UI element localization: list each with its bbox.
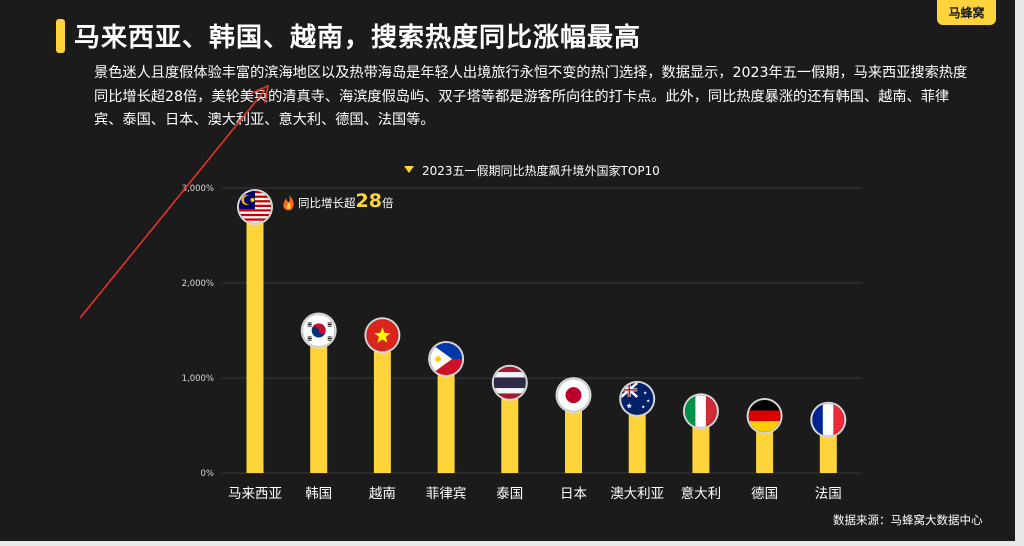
description-paragraph: 景色迷人且度假体验丰富的滨海地区以及热带海岛是年轻人出境旅行永恒不变的热门选择，… — [94, 65, 968, 128]
x-tick-label: 德国 — [751, 486, 778, 502]
growth-number: 28 — [356, 190, 382, 212]
legend-marker-icon — [404, 166, 414, 173]
y-tick-label: 2,000% — [182, 279, 214, 289]
vietnam-flag-icon — [364, 317, 401, 354]
france-flag-icon — [810, 401, 847, 438]
x-tick-label: 越南 — [369, 486, 396, 502]
bar-5 — [565, 395, 582, 473]
philippines-flag-icon — [428, 341, 465, 377]
thailand-flag-icon — [491, 364, 528, 401]
screenshot-edge-bottom — [0, 541, 1024, 546]
x-tick-label: 菲律宾 — [426, 486, 467, 502]
y-tick-label: 0% — [201, 469, 215, 479]
x-tick-label: 澳大利亚 — [610, 486, 664, 502]
bar-3 — [437, 359, 455, 473]
x-tick-label: 泰国 — [496, 486, 523, 502]
x-tick-label: 法国 — [815, 486, 842, 502]
bar-2 — [373, 335, 391, 473]
y-tick-label: 3,000% — [182, 184, 214, 194]
y-tick-label: 1,000% — [182, 374, 214, 384]
x-tick-label: 日本 — [560, 486, 588, 502]
screenshot-edge — [1015, 0, 1024, 546]
bar-4 — [501, 382, 519, 473]
germany-flag-icon — [746, 398, 783, 434]
growth-prefix: 同比增长超 — [298, 196, 356, 210]
x-tick-label: 意大利 — [681, 485, 722, 502]
chart-title: 2023五一假期同比热度飙升境外国家TOP10 — [422, 164, 660, 178]
australia-flag-icon — [619, 380, 656, 417]
italy-flag-icon — [682, 393, 719, 430]
growth-suffix: 倍 — [382, 196, 394, 210]
bar-1 — [310, 330, 328, 473]
x-tick-label: 韩国 — [305, 486, 332, 502]
mafengwo-logo: 马蜂窝 — [937, 0, 996, 25]
data-source: 数据来源：马蜂窝大数据中心 — [833, 513, 983, 527]
logo-text: 马蜂窝 — [948, 6, 985, 20]
x-tick-label: 马来西亚 — [228, 486, 282, 502]
south-korea-flag-icon — [300, 312, 337, 349]
japan-flag-icon — [555, 377, 592, 414]
growth-annotation: 同比增长超28倍 — [298, 190, 394, 212]
malaysia-flag-icon — [237, 189, 273, 225]
bar-6 — [628, 398, 646, 473]
title-accent-bar — [56, 19, 65, 53]
chart-legend: 2023五一假期同比热度飙升境外国家TOP10 — [404, 162, 660, 179]
fire-icon — [283, 195, 294, 211]
red-arrow-annotation — [79, 84, 270, 319]
page-title: 马来西亚、韩国、越南，搜索热度同比涨幅最高 — [74, 23, 642, 53]
bar-0 — [246, 207, 264, 473]
